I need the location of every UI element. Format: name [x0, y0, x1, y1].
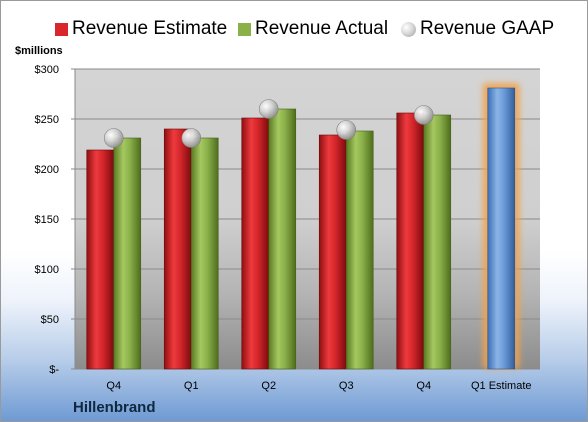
y-tick-label: $- — [49, 364, 59, 376]
marker-revenue-gaap — [413, 105, 434, 125]
bar-revenue-estimate — [86, 149, 115, 370]
y-tick-label: $200 — [35, 164, 59, 176]
bar-revenue-actual — [345, 130, 374, 370]
y-tick-label: $250 — [35, 114, 59, 126]
bar-revenue-actual — [423, 114, 452, 370]
bar-revenue-estimate — [163, 128, 192, 370]
bar-q1-estimate — [487, 87, 516, 370]
marker-revenue-gaap — [336, 120, 357, 140]
gridlines — [75, 68, 540, 370]
y-tick-label: $300 — [35, 64, 59, 76]
x-tick-label: Q2 — [261, 380, 276, 392]
legend-marker-gaap — [401, 21, 416, 37]
legend-item-actual: Revenue Actual — [238, 17, 388, 41]
gaap-markers — [103, 99, 434, 148]
legend-label-actual: Revenue Actual — [255, 18, 389, 39]
legend-swatch-estimate — [55, 22, 68, 36]
bar-revenue-estimate — [396, 112, 425, 370]
legend: Revenue Estimate Revenue Actual Revenue … — [1, 17, 587, 41]
bar-revenue-actual — [113, 137, 142, 370]
legend-label-gaap: Revenue GAAP — [420, 18, 555, 39]
y-axis-title: $millions — [15, 45, 63, 57]
bar-revenue-actual — [190, 137, 219, 370]
legend-label-estimate: Revenue Estimate — [72, 18, 228, 39]
bar-revenue-estimate — [241, 117, 270, 370]
legend-item-estimate: Revenue Estimate — [55, 17, 227, 41]
company-name: Hillenbrand — [73, 399, 156, 416]
x-tick-label: Q1 Estimate — [471, 380, 532, 392]
marker-revenue-gaap — [258, 99, 279, 119]
bar-revenue-actual — [268, 108, 297, 370]
marker-revenue-gaap — [181, 128, 202, 148]
x-axis-ticks: Q4 Q1 Q2 Q3 Q4 Q1 Estimate — [106, 380, 531, 392]
marker-revenue-gaap — [103, 128, 124, 148]
x-tick-label: Q4 — [106, 380, 121, 392]
x-tick-label: Q3 — [339, 380, 354, 392]
bars — [86, 83, 520, 370]
bar-revenue-estimate — [318, 134, 347, 370]
x-tick-label: Q4 — [416, 380, 431, 392]
y-tick-label: $100 — [35, 264, 59, 276]
y-tick-label: $50 — [41, 314, 59, 326]
legend-item-gaap: Revenue GAAP — [401, 17, 554, 41]
y-tick-label: $150 — [35, 214, 59, 226]
legend-swatch-actual — [238, 22, 251, 36]
x-tick-label: Q1 — [184, 380, 199, 392]
y-axis-ticks: $- $50 $100 $150 $200 $250 $300 — [35, 64, 76, 376]
